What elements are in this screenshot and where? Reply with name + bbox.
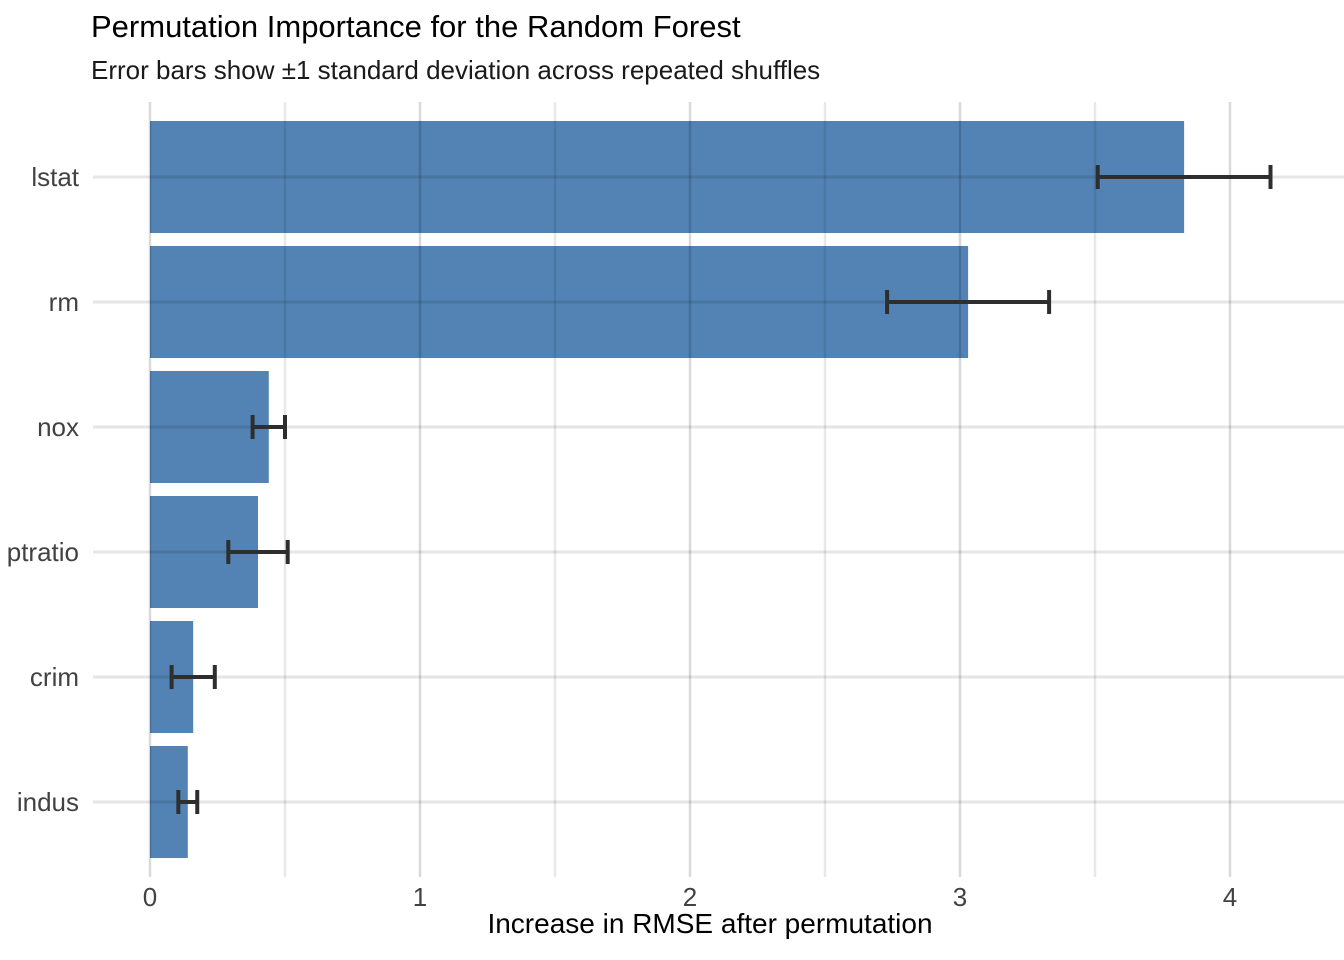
bar-rm bbox=[150, 246, 969, 358]
chart-subtitle: Error bars show ±1 standard deviation ac… bbox=[91, 55, 821, 85]
error-bar-ptratio bbox=[226, 540, 290, 564]
error-bar-lstat bbox=[1095, 165, 1273, 189]
x-axis-title: Increase in RMSE after permutation bbox=[487, 908, 933, 939]
y-tick-label-lstat: lstat bbox=[31, 162, 79, 192]
error-bar-rm bbox=[885, 290, 1052, 314]
plot-panel bbox=[93, 102, 1344, 877]
plot-canvas bbox=[93, 102, 1344, 877]
y-tick-label-rm: rm bbox=[48, 287, 79, 317]
chart-title: Permutation Importance for the Random Fo… bbox=[91, 9, 741, 44]
bar-lstat bbox=[150, 121, 1185, 233]
y-tick-label-indus: indus bbox=[16, 787, 79, 817]
error-bar-crim bbox=[169, 665, 217, 689]
error-bar-indus bbox=[176, 790, 200, 814]
x-tick-label-2: 2 bbox=[682, 882, 698, 912]
error-bar-nox bbox=[250, 415, 287, 439]
bar-nox bbox=[150, 371, 269, 483]
x-tick-label-0: 0 bbox=[142, 882, 158, 912]
y-tick-label-nox: nox bbox=[37, 412, 79, 442]
y-tick-label-ptratio: ptratio bbox=[6, 537, 79, 567]
x-tick-label-3: 3 bbox=[952, 882, 968, 912]
x-tick-label-1: 1 bbox=[412, 882, 428, 912]
y-tick-label-crim: crim bbox=[29, 662, 79, 692]
x-tick-label-4: 4 bbox=[1222, 882, 1238, 912]
